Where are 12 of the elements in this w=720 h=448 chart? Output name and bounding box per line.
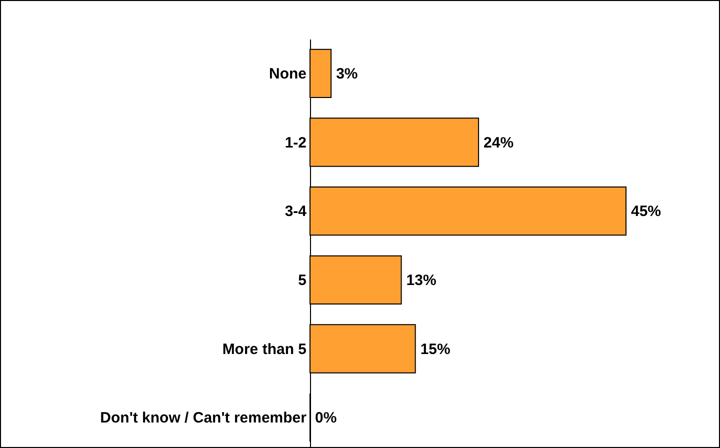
data-label: 3% (336, 65, 358, 82)
y-tick-label: None (269, 65, 306, 82)
y-tick-label: 5 (298, 272, 306, 289)
data-label: 15% (420, 340, 450, 358)
data-label: 0% (315, 410, 337, 427)
data-label: 24% (484, 134, 514, 152)
y-tick-label: 3-4 (284, 203, 308, 220)
y-tick-label: 1-2 (284, 134, 306, 152)
data-label: 13% (406, 272, 436, 289)
y-tick-label: More than 5 (222, 340, 306, 358)
data-label: 45% (631, 203, 662, 220)
y-tick-label: Don't know / Can't remember (100, 410, 307, 427)
